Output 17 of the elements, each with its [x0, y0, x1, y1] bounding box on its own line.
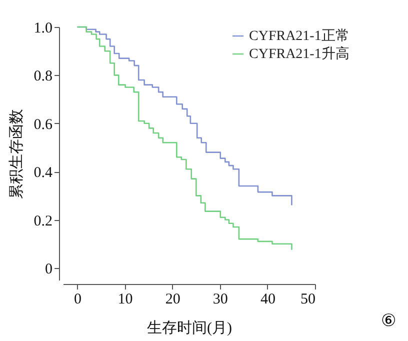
y-axis-title: 累积生存函数: [8, 109, 25, 199]
x-tick-label: 0: [74, 292, 82, 308]
text: ⑥: [381, 310, 396, 331]
y-tick-label: 0.8: [34, 68, 52, 85]
y-tick-label: 1.0: [34, 20, 52, 36]
legend-label: CYFRA21-1正常: [249, 28, 350, 44]
x-axis-title: 生存时间(月): [147, 320, 232, 336]
y-tick-label: 0.2: [34, 213, 52, 230]
y-tick-label: 0.4: [34, 165, 53, 182]
x-tick-label: 50: [300, 292, 316, 308]
x-tick-label: 20: [165, 292, 180, 308]
x-tick-label: 40: [260, 292, 276, 308]
y-tick-label: 0.6: [34, 116, 53, 133]
legend-label: CYFRA21-1升高: [249, 46, 350, 62]
y-tick-label: 0: [45, 261, 52, 278]
x-tick-label: 10: [118, 292, 133, 308]
x-tick-label: 30: [212, 292, 228, 308]
